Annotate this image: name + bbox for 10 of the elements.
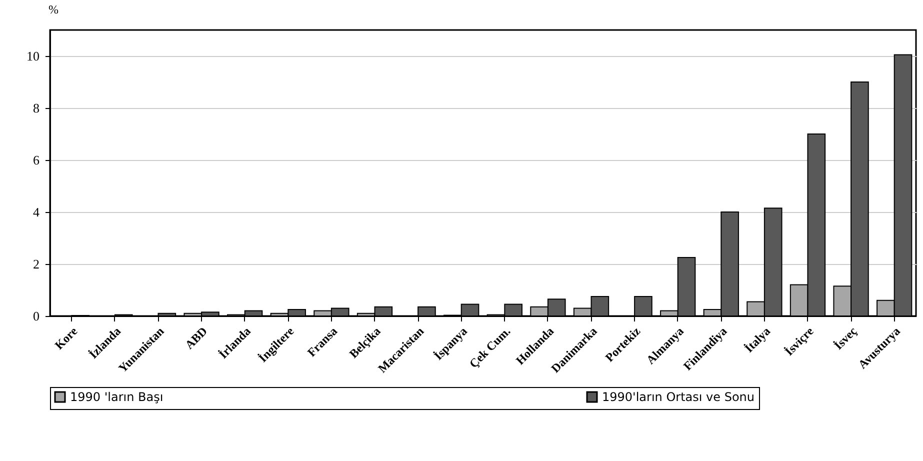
y-tick-label: 4 [33,204,40,220]
legend-label: 1990'ların Ortası ve Sonu [602,390,755,404]
y-axis-title: % [48,2,58,16]
x-tick-label: Çek Cum. [466,324,514,371]
y-tick-label: 2 [33,256,40,272]
y-tick-label: 10 [26,48,40,64]
y-tick-label: 0 [33,308,40,324]
legend-label: 1990 'ların Başı [70,390,164,404]
y-tick-label: 6 [33,152,40,168]
y-tick-label: 8 [33,100,40,116]
